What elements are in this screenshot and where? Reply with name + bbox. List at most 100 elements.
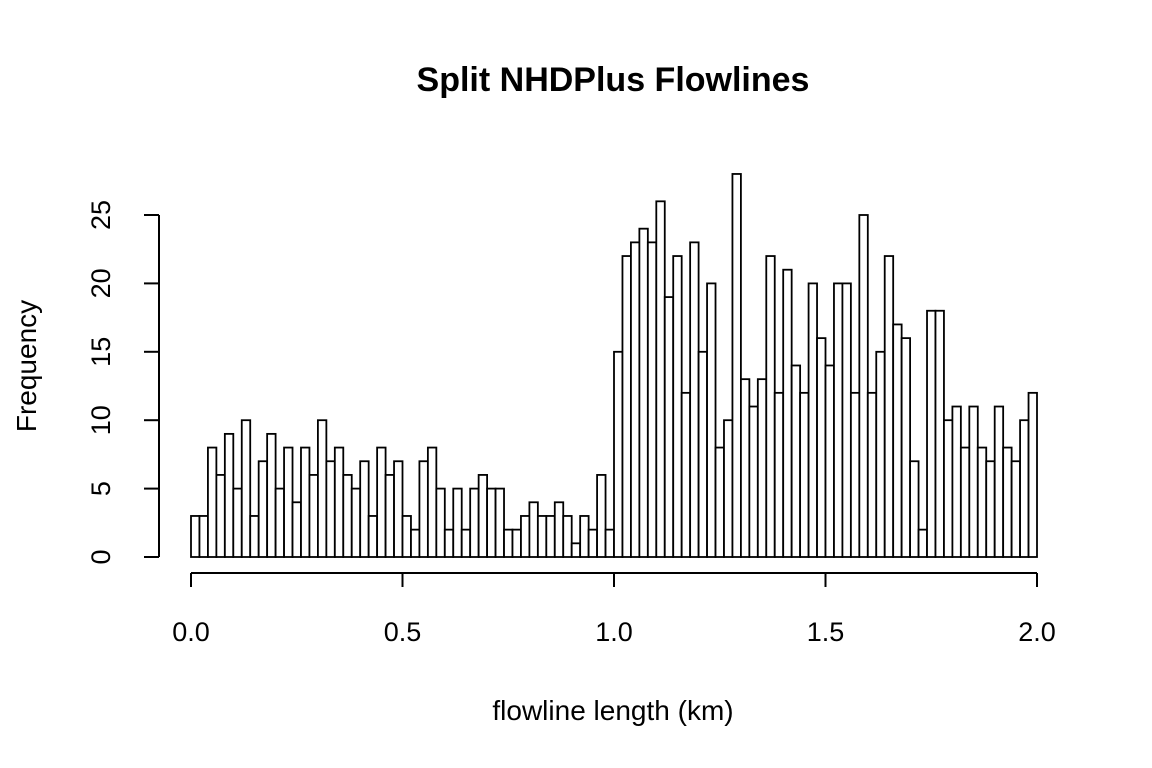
histogram-bar — [401, 515, 412, 558]
x-tick-label: 2.0 — [1018, 617, 1056, 647]
histogram-bar — [748, 405, 759, 558]
histogram-bar — [883, 255, 895, 558]
histogram-bar — [773, 391, 785, 558]
histogram-bar — [333, 446, 345, 558]
histogram-bar — [570, 542, 582, 558]
histogram-bar — [943, 419, 954, 558]
histogram-bar — [477, 474, 489, 558]
histogram-bar — [426, 446, 438, 558]
histogram-bar — [283, 446, 294, 558]
histogram-bar — [545, 515, 556, 558]
histogram-bar — [316, 419, 328, 558]
histogram-bar — [875, 350, 886, 558]
histogram-bar — [816, 337, 827, 558]
histogram-bar — [968, 405, 979, 558]
histogram-bar — [621, 255, 632, 558]
histogram-bar — [782, 268, 793, 558]
histogram-bar — [824, 364, 835, 558]
histogram-bar — [706, 282, 717, 558]
histogram-bar — [249, 515, 260, 558]
histogram-bar — [1010, 460, 1021, 558]
x-axis-label: flowline length (km) — [492, 695, 733, 726]
chart-title: Split NHDPlus Flowlines — [417, 61, 810, 99]
histogram-bar — [1019, 419, 1030, 558]
histogram-bar — [731, 173, 742, 558]
histogram-bar — [833, 282, 844, 558]
histogram-bar — [900, 337, 912, 558]
y-tick-label: 0 — [86, 549, 116, 564]
histogram-bar — [452, 487, 463, 558]
x-axis: 0.0 0.5 1.0 1.5 2.0 — [172, 572, 1056, 647]
x-tick-label: 0.5 — [384, 617, 422, 647]
x-tick-label: 1.0 — [595, 617, 633, 647]
histogram-bar — [520, 515, 531, 558]
histogram-bar — [630, 241, 641, 558]
histogram-bar — [807, 282, 818, 558]
histogram-bar — [418, 460, 429, 558]
histogram-bar — [613, 350, 624, 558]
histogram-bar — [1002, 446, 1013, 558]
x-tick-label: 0.0 — [172, 617, 210, 647]
histogram-bar — [790, 364, 802, 558]
histogram-bar — [841, 282, 852, 558]
histogram-bar — [934, 309, 945, 558]
histogram-bar — [232, 487, 243, 558]
bars-group — [190, 173, 1038, 558]
histogram-bar — [511, 528, 522, 558]
histogram-bar — [503, 528, 514, 558]
histogram-bar — [376, 446, 387, 558]
histogram-bar — [909, 460, 920, 558]
histogram-bar — [689, 241, 700, 558]
x-tick-label: 1.5 — [807, 617, 845, 647]
histogram-bar — [866, 391, 878, 558]
histogram-bar — [553, 501, 565, 558]
histogram-bar — [646, 241, 658, 558]
histogram-bar — [384, 474, 395, 558]
histogram-bar — [207, 446, 218, 558]
y-tick-label: 5 — [86, 481, 116, 496]
histogram-bar — [723, 419, 734, 558]
histogram-bar — [655, 200, 666, 558]
y-tick-label: 10 — [86, 405, 116, 435]
histogram-bar — [486, 487, 497, 558]
histogram-bar — [959, 446, 971, 558]
histogram-bar — [756, 378, 768, 558]
y-tick-label: 15 — [86, 337, 116, 367]
histogram-bar — [993, 405, 1005, 558]
histogram-bar — [672, 255, 683, 558]
histogram-bar — [849, 391, 861, 558]
histogram-bar — [342, 474, 353, 558]
histogram-bar — [917, 528, 928, 558]
histogram-bar — [858, 214, 869, 558]
histogram-bar — [266, 432, 277, 558]
histogram-bar — [1027, 391, 1038, 558]
histogram-bar — [443, 528, 455, 558]
histogram-bar — [308, 474, 319, 558]
histogram-bar — [350, 487, 362, 558]
histogram-bar — [740, 378, 751, 558]
histogram-bar — [596, 474, 607, 558]
histogram-bar — [765, 255, 776, 558]
y-tick-label: 20 — [86, 268, 116, 298]
histogram-bar — [359, 460, 370, 558]
histogram-bar — [926, 309, 937, 558]
histogram-bar — [367, 515, 379, 558]
histogram-bar — [714, 446, 725, 558]
histogram-bar — [587, 528, 598, 558]
y-axis: 0 5 10 15 20 25 — [86, 200, 160, 565]
histogram-bar — [976, 446, 988, 558]
histogram-bar — [985, 460, 996, 558]
histogram-bar — [697, 350, 708, 558]
y-axis-label: Frequency — [11, 300, 42, 432]
histogram-bar — [460, 528, 472, 558]
histogram-bar — [680, 391, 692, 558]
histogram-bar — [663, 296, 675, 558]
histogram-bar — [435, 487, 446, 558]
histogram-bar — [223, 432, 235, 558]
histogram-bar — [274, 487, 285, 558]
histogram-bar — [579, 515, 590, 558]
histogram-bar — [951, 405, 962, 558]
histogram-bar — [410, 528, 421, 558]
histogram-bar — [562, 515, 573, 558]
histogram-bar — [604, 528, 615, 558]
